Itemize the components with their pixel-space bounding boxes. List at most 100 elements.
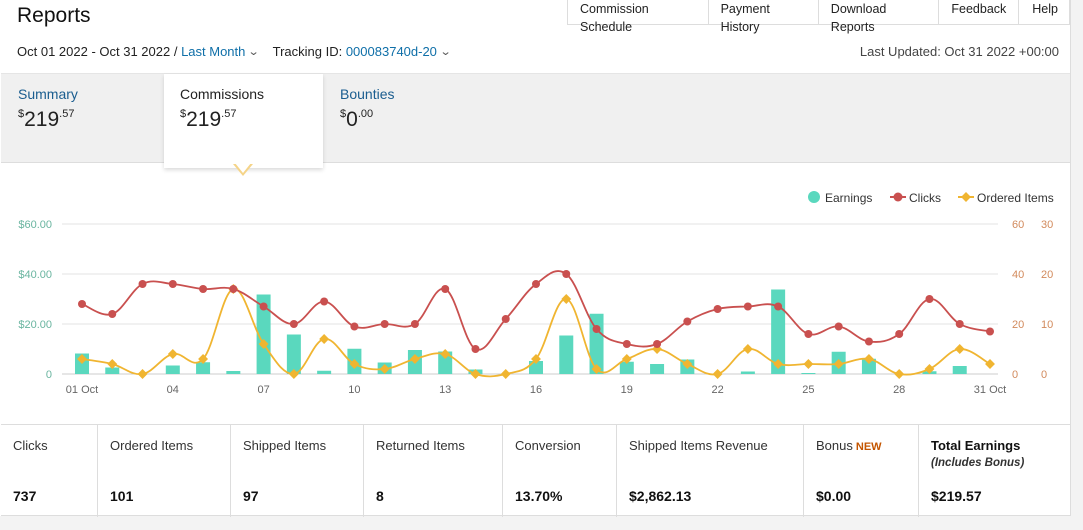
chevron-down-icon[interactable]: ⌄ (248, 46, 260, 58)
legend-ordered-label: Ordered Items (977, 191, 1054, 205)
x-tick-label: 19 (621, 384, 633, 396)
earnings-bar (771, 289, 786, 374)
top-nav: Commission Schedule Payment History Down… (567, 0, 1070, 34)
page-title: Reports (17, 4, 91, 27)
date-preset-dropdown[interactable]: Last Month (181, 44, 245, 59)
x-tick-label: 07 (257, 384, 269, 396)
stat-shipped-revenue-value: $2,862.13 (629, 488, 692, 504)
earnings-bar (105, 367, 120, 374)
earnings-bar (559, 335, 574, 374)
tab-bounties[interactable]: Bounties $0.00 (324, 74, 484, 164)
y-left-tick-label: $20.00 (18, 319, 52, 331)
clicks-point (471, 345, 480, 353)
stat-total-earnings-label: Total Earnings (931, 438, 1021, 453)
clicks-point (320, 297, 329, 306)
earnings-bar (286, 334, 301, 374)
y-right-items-tick-label: 30 (1041, 219, 1053, 231)
stat-total-earnings: Total Earnings (Includes Bonus) $219.57 (919, 425, 1070, 517)
y-right-clicks-tick-label: 20 (1012, 319, 1024, 331)
x-tick-label: 10 (348, 384, 360, 396)
ordered-items-point (773, 359, 784, 369)
download-reports-link[interactable]: Download Reports (819, 0, 940, 34)
stats-bar: Clicks 737 Ordered Items 101 Shipped Ite… (1, 424, 1070, 517)
y-right-clicks-tick-label: 60 (1012, 219, 1024, 231)
ordered-items-point (682, 359, 693, 369)
tab-summary-amount: $219.57 (18, 108, 75, 131)
ordered-items-point (531, 354, 541, 364)
help-link[interactable]: Help (1019, 0, 1070, 25)
stat-shipped-revenue-label: Shipped Items Revenue (629, 438, 768, 453)
clicks-point (774, 302, 783, 311)
stat-returned-items-value: 8 (376, 488, 384, 504)
legend-earnings-marker (808, 191, 820, 203)
last-updated: Last Updated: Oct 31 2022 +00:00 (859, 44, 1059, 59)
earnings-bar (438, 351, 453, 374)
date-range: Oct 01 2022 - Oct 31 2022 / (17, 44, 178, 59)
y-right-items-tick-label: 10 (1041, 319, 1053, 331)
earnings-bar (861, 358, 876, 374)
stat-bonus-label: Bonus NEW (816, 438, 882, 453)
ordered-items-point (863, 354, 874, 364)
stat-clicks-value: 737 (13, 488, 37, 504)
x-tick-label: 01 Oct (66, 384, 98, 396)
y-right-items-tick-label: 0 (1041, 369, 1047, 381)
stat-shipped-items-value: 97 (243, 488, 259, 504)
ordered-items-point (561, 294, 572, 304)
earnings-bar (196, 362, 211, 374)
clicks-point (562, 270, 571, 278)
clicks-point (622, 340, 631, 348)
x-tick-label: 13 (439, 384, 451, 396)
clicks-point (532, 280, 540, 288)
tab-summary-label: Summary (18, 86, 78, 102)
stat-total-earnings-sub: (Includes Bonus) (931, 457, 1025, 469)
ordered-items-point (833, 359, 844, 369)
legend-earnings-label: Earnings (825, 191, 872, 205)
date-preset-label: Last Month (181, 44, 246, 59)
ordered-items-point (803, 359, 814, 369)
tab-summary[interactable]: Summary $219.57 (2, 74, 164, 164)
earnings-bar (801, 373, 816, 374)
ordered-items-point (319, 334, 330, 344)
clicks-point (895, 330, 904, 338)
payment-history-link[interactable]: Payment History (709, 0, 819, 34)
clicks-point (834, 322, 843, 331)
chevron-down-icon[interactable]: ⌄ (439, 46, 452, 58)
earnings-bar (226, 371, 241, 374)
stat-conversion-label: Conversion (515, 438, 581, 453)
tab-bounties-label: Bounties (340, 86, 395, 102)
ordered-items-point (742, 344, 753, 354)
commission-schedule-link[interactable]: Commission Schedule (568, 0, 709, 34)
x-tick-label: 04 (167, 384, 179, 396)
tab-commissions[interactable]: Commissions $219.57 (164, 74, 323, 168)
clicks-point (713, 305, 722, 313)
tracking-id-value: 000083740d-20 (345, 44, 437, 59)
x-tick-label: 16 (530, 384, 542, 396)
ordered-items-point (591, 364, 602, 374)
chart-svg: $60.00 $40.00 $20.00 0 60 40 20 0 30 20 10 0 01 Oct 0… (18, 191, 1054, 396)
ordered-items-point (712, 369, 723, 379)
clicks-point (229, 285, 238, 293)
stat-clicks-label: Clicks (13, 438, 48, 453)
legend-clicks-label: Clicks (909, 191, 941, 205)
earnings-bar (529, 361, 543, 374)
stat-conversion-value: 13.70% (515, 488, 563, 504)
tracking-id-dropdown[interactable]: 000083740d-20 (346, 44, 437, 59)
stat-clicks: Clicks 737 (1, 425, 98, 517)
stat-returned-items-label: Returned Items (376, 438, 465, 453)
stat-returned-items: Returned Items 8 (364, 425, 503, 517)
feedback-link[interactable]: Feedback (939, 0, 1020, 25)
earnings-bar (165, 365, 180, 374)
legend-clicks-marker (893, 192, 903, 202)
y-right-clicks-tick-label: 0 (1012, 369, 1018, 381)
clicks-point (592, 325, 601, 333)
clicks-point (501, 315, 510, 323)
clicks-point (925, 295, 934, 303)
tab-commissions-label: Commissions (180, 86, 265, 102)
stat-shipped-items: Shipped Items 97 (231, 425, 364, 517)
earnings-bar (952, 366, 967, 374)
x-tick-label: 22 (711, 384, 723, 396)
x-tick-label: 31 Oct (974, 384, 1006, 396)
clicks-point (986, 327, 994, 336)
ordered-items-point (924, 364, 935, 374)
